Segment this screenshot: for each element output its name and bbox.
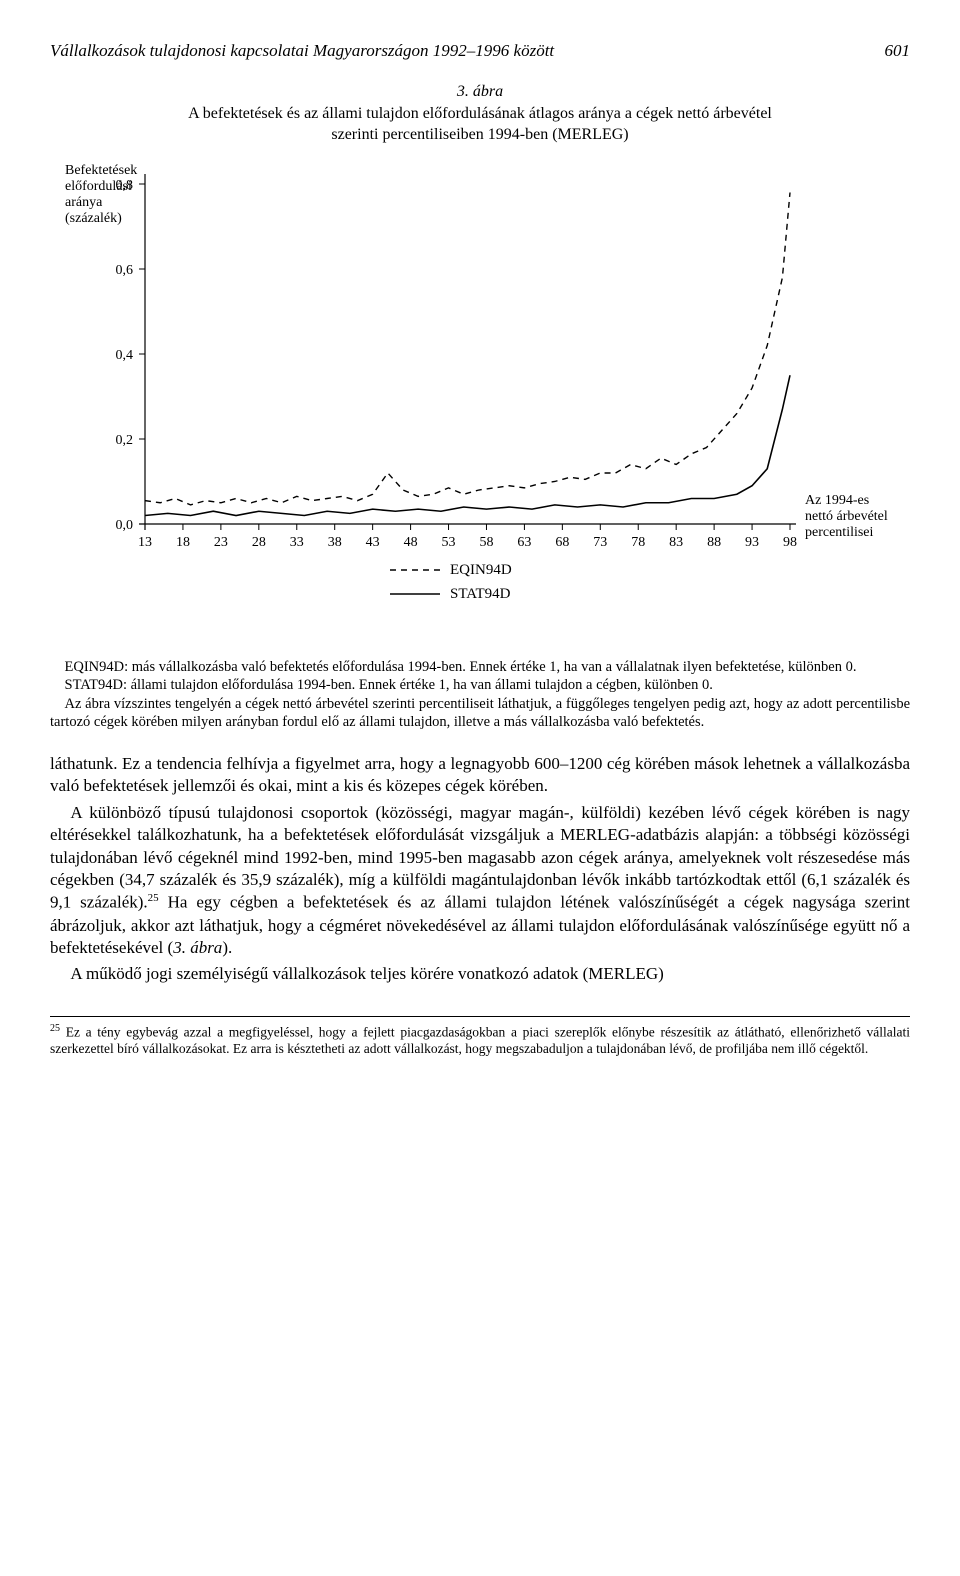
svg-text:13: 13 xyxy=(138,535,152,550)
svg-text:38: 38 xyxy=(328,535,342,550)
svg-text:EQIN94D: EQIN94D xyxy=(450,562,512,578)
caption-p1: EQIN94D: más vállalkozásba való befektet… xyxy=(50,658,910,676)
caption-p3: Az ábra vízszintes tengelyén a cégek net… xyxy=(50,695,910,731)
svg-text:0,2: 0,2 xyxy=(116,433,134,448)
figure-title-line2: szerinti percentiliseiben 1994-ben (MERL… xyxy=(331,126,628,143)
footnote: 25 Ez a tény egybevág azzal a megfigyelé… xyxy=(50,1016,910,1057)
svg-text:(százalék): (százalék) xyxy=(65,211,122,226)
svg-text:53: 53 xyxy=(442,535,456,550)
body-p2c-ref: 3. ábra xyxy=(173,938,222,957)
caption-p2: STAT94D: állami tulajdon előfordulása 19… xyxy=(50,676,910,694)
page-header: Vállalkozások tulajdonosi kapcsolatai Ma… xyxy=(50,40,910,63)
svg-text:0,6: 0,6 xyxy=(116,263,134,278)
svg-text:93: 93 xyxy=(745,535,759,550)
figure-caption: EQIN94D: más vállalkozásba való befektet… xyxy=(50,658,910,731)
svg-text:0,4: 0,4 xyxy=(116,348,134,363)
header-title: Vállalkozások tulajdonosi kapcsolatai Ma… xyxy=(50,40,554,63)
body-p1: láthatunk. Ez a tendencia felhívja a fig… xyxy=(50,753,910,798)
svg-text:83: 83 xyxy=(669,535,683,550)
svg-text:58: 58 xyxy=(479,535,493,550)
figure-title: 3. ábra A befektetések és az állami tula… xyxy=(50,81,910,146)
footnote-number: 25 xyxy=(50,1023,60,1034)
svg-text:73: 73 xyxy=(593,535,607,550)
svg-text:0,0: 0,0 xyxy=(116,518,134,533)
svg-text:78: 78 xyxy=(631,535,645,550)
svg-text:18: 18 xyxy=(176,535,190,550)
body-p2: A különböző típusú tulajdonosi csoportok… xyxy=(50,802,910,960)
svg-text:Befektetések: Befektetések xyxy=(65,163,137,178)
figure-number: 3. ábra xyxy=(457,83,503,100)
footnote-text: Ez a tény egybevág azzal a megfigyelésse… xyxy=(50,1024,910,1055)
svg-text:33: 33 xyxy=(290,535,304,550)
svg-text:98: 98 xyxy=(783,535,797,550)
svg-text:Az 1994-es: Az 1994-es xyxy=(805,493,869,508)
body-p2d: ). xyxy=(222,938,232,957)
chart-container: Befektetésekelőfordulásiaránya(százalék)… xyxy=(50,154,910,641)
svg-text:percentilisei: percentilisei xyxy=(805,525,874,540)
line-chart: Befektetésekelőfordulásiaránya(százalék)… xyxy=(50,154,910,634)
footnote-ref-25: 25 xyxy=(148,892,159,904)
svg-text:aránya: aránya xyxy=(65,195,103,210)
body-p3: A működő jogi személyiségű vállalkozások… xyxy=(50,963,910,985)
svg-text:63: 63 xyxy=(517,535,531,550)
svg-text:nettó árbevétel: nettó árbevétel xyxy=(805,509,888,524)
svg-text:48: 48 xyxy=(404,535,418,550)
figure-title-line1: A befektetések és az állami tulajdon elő… xyxy=(188,105,772,122)
header-page-number: 601 xyxy=(885,40,911,63)
svg-text:28: 28 xyxy=(252,535,266,550)
svg-text:STAT94D: STAT94D xyxy=(450,586,511,602)
svg-text:88: 88 xyxy=(707,535,721,550)
svg-text:23: 23 xyxy=(214,535,228,550)
svg-text:43: 43 xyxy=(366,535,380,550)
svg-text:0,8: 0,8 xyxy=(116,178,134,193)
svg-text:68: 68 xyxy=(555,535,569,550)
